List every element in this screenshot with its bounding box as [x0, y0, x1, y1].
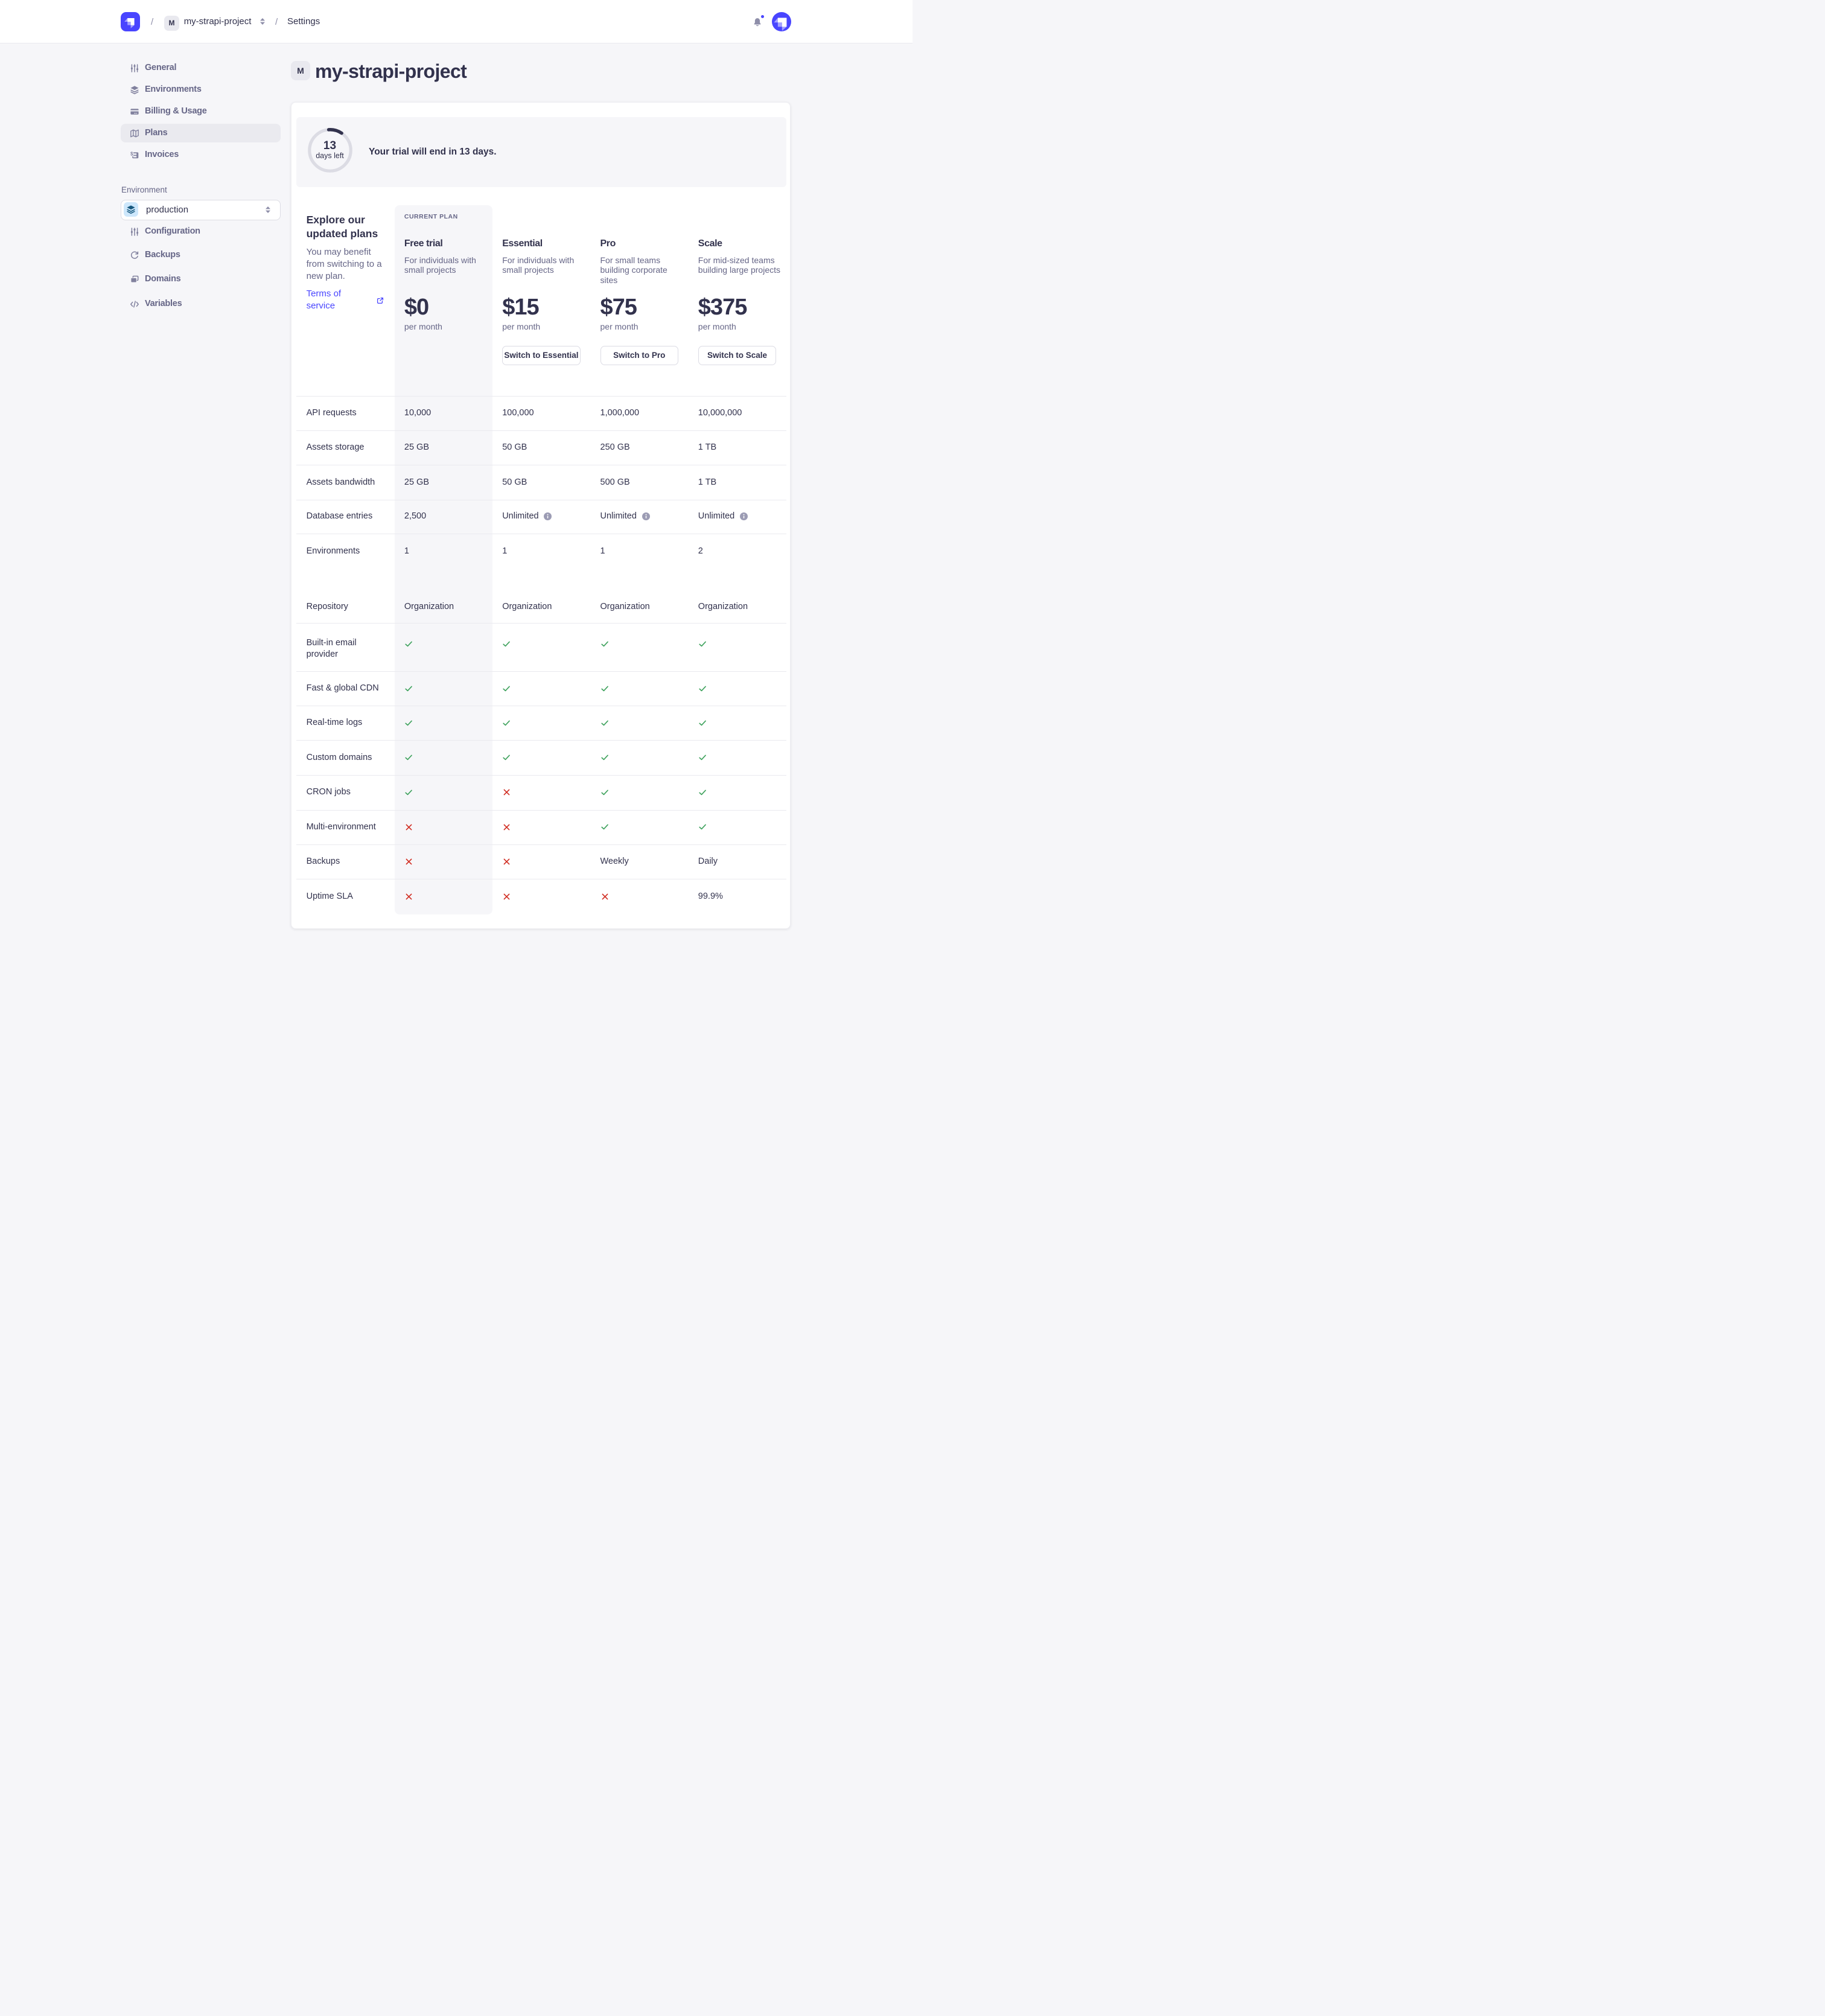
svg-text:$: $: [130, 151, 133, 156]
